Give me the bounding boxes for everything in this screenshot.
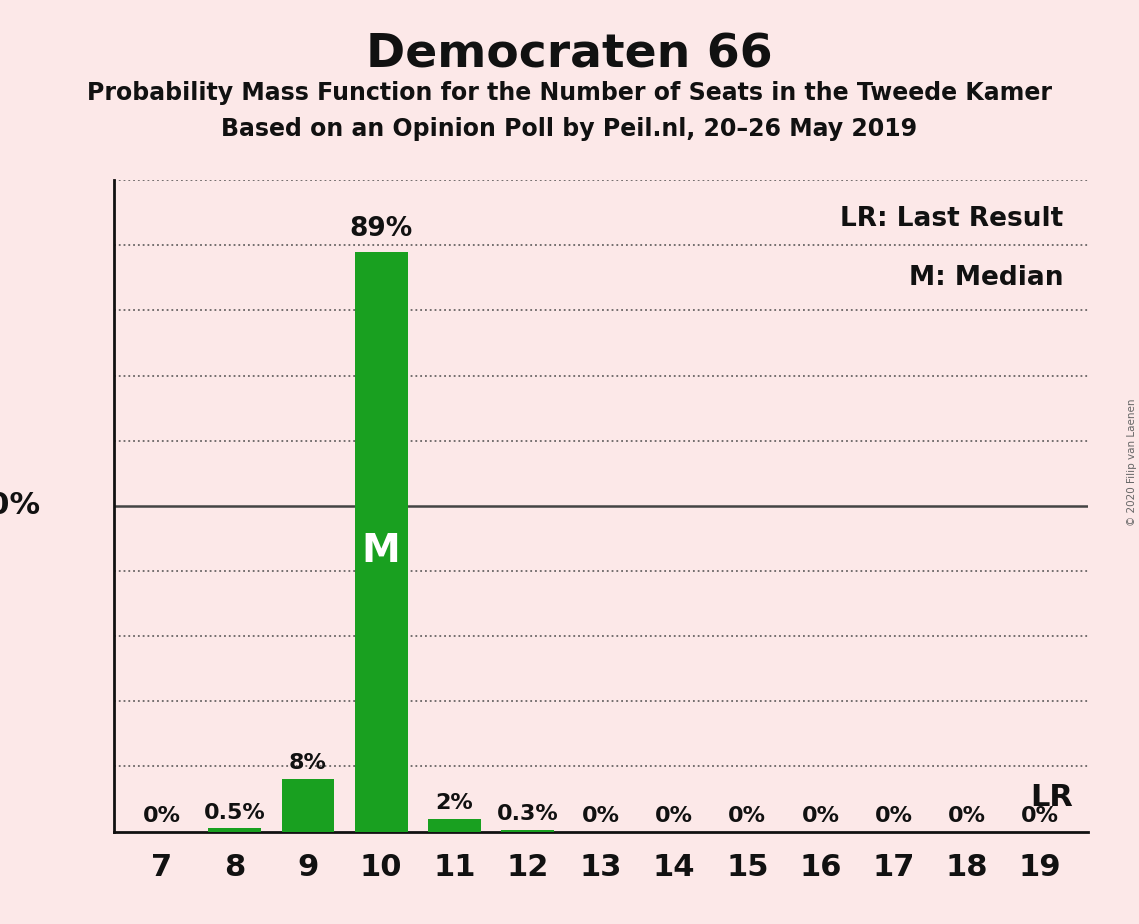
Text: LR: LR xyxy=(1031,783,1073,812)
Text: LR: Last Result: LR: Last Result xyxy=(841,206,1064,232)
Text: 2%: 2% xyxy=(435,794,474,813)
Text: 0.3%: 0.3% xyxy=(497,805,558,824)
Text: 0%: 0% xyxy=(802,807,839,826)
Text: Based on an Opinion Poll by Peil.nl, 20–26 May 2019: Based on an Opinion Poll by Peil.nl, 20–… xyxy=(221,117,918,141)
Text: 0.5%: 0.5% xyxy=(204,803,265,823)
Text: 0%: 0% xyxy=(875,807,912,826)
Bar xyxy=(428,819,481,832)
Text: 0%: 0% xyxy=(1022,807,1059,826)
Bar xyxy=(208,828,261,832)
Text: Probability Mass Function for the Number of Seats in the Tweede Kamer: Probability Mass Function for the Number… xyxy=(87,81,1052,105)
Bar xyxy=(355,252,408,832)
Text: 50%: 50% xyxy=(0,492,41,520)
Bar xyxy=(281,780,335,832)
Text: 0%: 0% xyxy=(655,807,693,826)
Text: Democraten 66: Democraten 66 xyxy=(366,32,773,78)
Bar xyxy=(501,830,554,832)
Text: 89%: 89% xyxy=(350,216,412,242)
Text: © 2020 Filip van Laenen: © 2020 Filip van Laenen xyxy=(1126,398,1137,526)
Text: 0%: 0% xyxy=(142,807,180,826)
Text: M: M xyxy=(362,532,401,570)
Text: 0%: 0% xyxy=(582,807,620,826)
Text: 0%: 0% xyxy=(948,807,986,826)
Text: 8%: 8% xyxy=(289,753,327,773)
Text: 0%: 0% xyxy=(728,807,767,826)
Text: M: Median: M: Median xyxy=(909,265,1064,291)
